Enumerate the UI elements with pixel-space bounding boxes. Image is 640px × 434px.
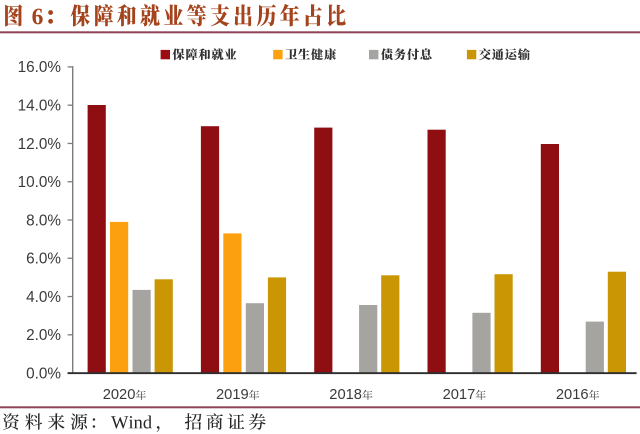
svg-text:8.0%: 8.0% [26, 212, 61, 229]
svg-text:2020: 2020 [103, 387, 136, 403]
svg-text:2.0%: 2.0% [26, 327, 61, 344]
svg-text:6.0%: 6.0% [26, 251, 61, 268]
svg-text:2018: 2018 [329, 387, 362, 403]
svg-text:2019: 2019 [216, 387, 249, 403]
svg-text:10.0%: 10.0% [18, 174, 62, 191]
svg-text:2017: 2017 [443, 387, 476, 403]
svg-text:4.0%: 4.0% [26, 289, 61, 306]
svg-text:0.0%: 0.0% [26, 365, 61, 382]
svg-text:16.0%: 16.0% [18, 59, 62, 76]
svg-text:2016: 2016 [556, 387, 589, 403]
svg-text:12.0%: 12.0% [18, 136, 62, 153]
svg-text:14.0%: 14.0% [18, 97, 62, 114]
